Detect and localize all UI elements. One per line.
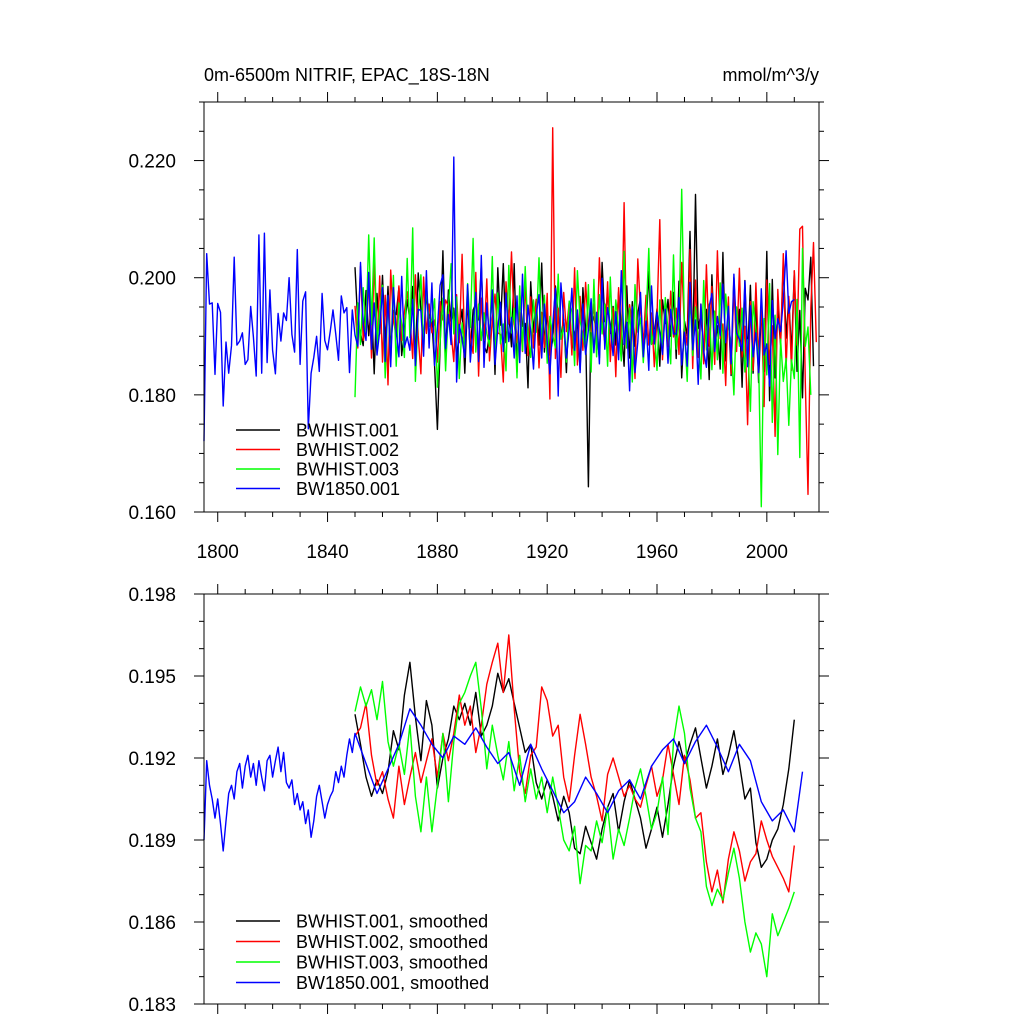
legend-label: BWHIST.002 bbox=[296, 440, 399, 460]
x-tick-label: 1840 bbox=[306, 542, 348, 563]
bottom-axes: 0.183 0.186 0.189 0.192 0.195 0.198 bbox=[128, 584, 829, 1016]
legend-label: BW1850.001 bbox=[296, 479, 400, 499]
y-tick-label: 0.198 bbox=[128, 585, 176, 606]
plot-frame bbox=[203, 593, 820, 1005]
top-series-layer bbox=[203, 127, 817, 508]
x-tick-label: 1880 bbox=[416, 542, 458, 563]
x-tick-label: 1920 bbox=[526, 542, 568, 563]
top-axes: 1800 1840 1880 1920 1960 2000 0.160 0.180 0.200 0… bbox=[128, 92, 829, 563]
y-tick-label: 0.192 bbox=[128, 749, 176, 770]
series-line-top-4 bbox=[203, 156, 795, 442]
series-line-bottom-1 bbox=[354, 661, 795, 868]
legend-label: BWHIST.003 bbox=[296, 460, 399, 480]
top-panel-units: mmol/m^3/y bbox=[723, 65, 819, 85]
legend-label: BWHIST.002, smoothed bbox=[296, 932, 488, 952]
bottom-panel: 0.183 0.186 0.189 0.192 0.195 0.198 BWHIST.00… bbox=[128, 584, 829, 1016]
x-tick-label: 2000 bbox=[746, 542, 788, 563]
series-line-top-3 bbox=[354, 188, 812, 508]
legend-label: BW1850.001, smoothed bbox=[296, 973, 489, 993]
y-tick-label: 0.189 bbox=[128, 831, 176, 852]
series-line-top-2 bbox=[354, 127, 817, 496]
legend-label: BWHIST.003, smoothed bbox=[296, 953, 488, 973]
y-tick-label: 0.186 bbox=[128, 913, 176, 934]
series-line-bottom-2 bbox=[354, 634, 795, 904]
y-tick-label: 0.220 bbox=[128, 152, 176, 173]
x-tick-label: 1960 bbox=[636, 542, 678, 563]
legend-label: BWHIST.001, smoothed bbox=[296, 912, 488, 932]
bottom-series-layer bbox=[203, 634, 804, 978]
y-tick-label: 0.180 bbox=[128, 386, 176, 407]
top-panel: 0m-6500m NITRIF, EPAC_18S-18N mmol/m^3/y… bbox=[128, 65, 829, 563]
top-panel-title: 0m-6500m NITRIF, EPAC_18S-18N bbox=[204, 65, 490, 86]
y-tick-label: 0.200 bbox=[128, 269, 176, 290]
y-tick-label: 0.195 bbox=[128, 667, 176, 688]
legend-label: BWHIST.001 bbox=[296, 421, 399, 441]
series-line-bottom-4 bbox=[203, 708, 804, 852]
x-tick-label: 1800 bbox=[197, 542, 239, 563]
series-line-bottom-3 bbox=[354, 661, 795, 978]
y-tick-label: 0.183 bbox=[128, 995, 176, 1016]
y-tick-label: 0.160 bbox=[128, 503, 176, 524]
